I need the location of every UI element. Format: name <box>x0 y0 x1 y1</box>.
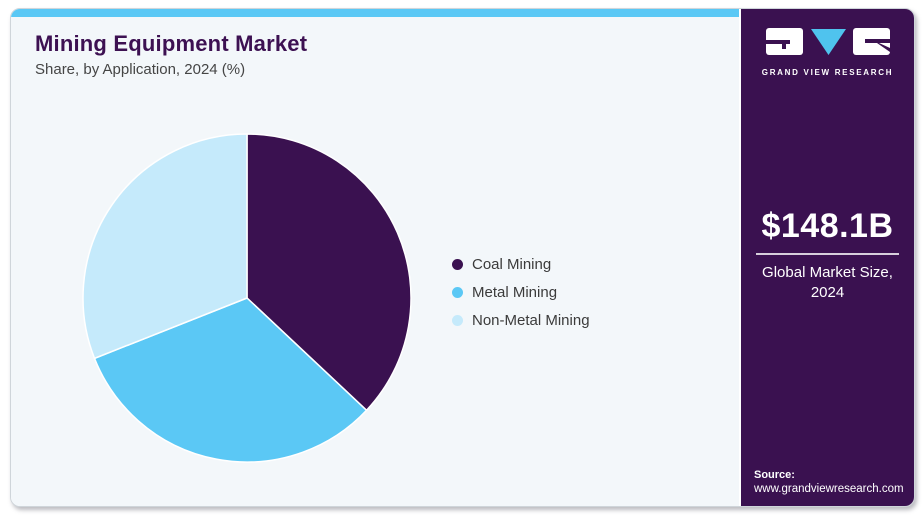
source-label: Source: <box>754 469 795 481</box>
market-size-value: $148.1B <box>761 207 894 245</box>
chart-header: Mining Equipment Market Share, by Applic… <box>35 31 307 78</box>
legend-item-non-metal-mining: Non-Metal Mining <box>452 306 590 334</box>
infographic-card: Mining Equipment Market Share, by Applic… <box>10 8 915 507</box>
chart-panel: Mining Equipment Market Share, by Applic… <box>11 9 739 506</box>
pie-slice-coal-mining <box>246 133 412 412</box>
legend-dot-coal-mining <box>452 258 463 270</box>
legend-dot-non-metal-mining <box>452 314 463 326</box>
legend-item-metal-mining: Metal Mining <box>452 278 590 306</box>
market-size-caption: Global Market Size, 2024 <box>741 263 914 304</box>
source-url: www.grandviewresearch.com <box>754 483 904 495</box>
brand-logo-block: GRAND VIEW RESEARCH <box>741 26 914 77</box>
legend-dot-metal-mining <box>452 286 463 298</box>
legend-label: Coal Mining <box>472 255 552 273</box>
pie-chart-svg <box>82 133 412 463</box>
brand-sidebar: GRAND VIEW RESEARCH $148.1B Global Marke… <box>739 9 914 506</box>
gvr-logo-icon <box>765 28 890 55</box>
page-subtitle: Share, by Application, 2024 (%) <box>35 61 246 78</box>
legend-item-coal-mining: Coal Mining <box>452 250 590 278</box>
pie-slice-metal-mining <box>93 297 368 463</box>
market-size-stat: $148.1B Global Market Size, 2024 <box>741 207 914 304</box>
market-size-caption-line2: 2024 <box>810 284 845 302</box>
market-size-caption-line1: Global Market Size, <box>762 264 893 281</box>
brand-name: GRAND VIEW RESEARCH <box>761 68 894 77</box>
legend-label: Metal Mining <box>472 283 558 301</box>
source-block: Source: www.grandviewresearch.com <box>754 469 904 495</box>
page-title: Mining Equipment Market <box>35 31 308 56</box>
pie-chart <box>81 132 413 464</box>
chart-legend: Coal Mining Metal Mining Non-Metal Minin… <box>452 250 590 334</box>
pie-slice-non-metal-mining <box>82 133 248 360</box>
legend-label: Non-Metal Mining <box>472 311 590 329</box>
stat-divider <box>756 253 899 255</box>
accent-top-bar <box>11 9 739 17</box>
